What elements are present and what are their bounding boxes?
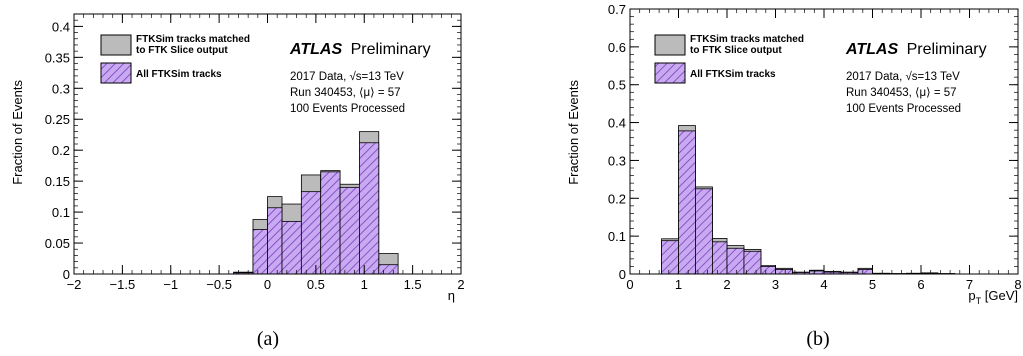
x-tick-label: 0.5 (307, 277, 325, 292)
legend-label-all: All FTKSim tracks (136, 69, 222, 80)
x-tick-label: 7 (966, 277, 973, 292)
x-tick-label: 8 (1014, 277, 1021, 292)
atlas-label-a: ATLAS Preliminary (289, 41, 431, 58)
legend-swatch-all (655, 63, 685, 83)
legend-swatch-matched (655, 35, 685, 55)
bar-matched-4 (727, 248, 744, 274)
bar-matched-12 (858, 269, 873, 274)
x-tick-label: 2 (457, 277, 464, 292)
info-line-2: Run 340453, ⟨μ⟩ = 57 (846, 86, 957, 99)
y-tick-label: 0.4 (608, 116, 626, 131)
bar-matched-7 (776, 269, 793, 274)
histogram-bars-b (662, 126, 955, 274)
x-tick-label: −1 (163, 277, 178, 292)
y-tick-label: 0 (619, 267, 626, 282)
y-tick-label: 0.1 (608, 229, 626, 244)
bar-matched-3 (712, 242, 727, 274)
preliminary-text: Preliminary (907, 41, 987, 58)
bar-matched-3 (282, 221, 301, 274)
x-tick-label: 5 (869, 277, 876, 292)
bar-matched-0 (662, 241, 679, 274)
x-tick-label: 6 (917, 277, 924, 292)
x-tick-label: −0.5 (206, 277, 232, 292)
y-tick-label: 0.4 (52, 19, 70, 34)
y-tick-label: 0.35 (45, 50, 70, 65)
bar-matched-4 (301, 192, 320, 274)
bar-matched-1 (679, 131, 696, 274)
y-tick-label: 0.2 (608, 191, 626, 206)
atlas-text: ATLAS (289, 41, 342, 58)
atlas-text: ATLAS (845, 41, 898, 58)
y-tick-label: 0.15 (45, 174, 70, 189)
x-tick-label: 4 (820, 277, 827, 292)
y-tick-label: 0.5 (608, 78, 626, 93)
info-line-2: Run 340453, ⟨μ⟩ = 57 (290, 86, 401, 99)
histogram-bars-a (234, 132, 398, 274)
info-line-3: 100 Events Processed (846, 103, 961, 115)
x-tick-label: 1 (361, 277, 368, 292)
y-tick-label: 0.2 (52, 143, 70, 158)
y-tick-label: 0.3 (608, 153, 626, 168)
legend-label-matched-line1: FTKSim tracks matched (136, 34, 250, 45)
info-line-1: 2017 Data, √s=13 TeV (290, 70, 404, 83)
legend-label-matched-line2: to FTK Slice output (690, 45, 782, 56)
y-axis-title: Fraction of Events (10, 80, 25, 185)
y-tick-label: 0.1 (52, 205, 70, 220)
legend-label-matched-line2: to FTK Slice output (136, 45, 228, 56)
y-axis-title: Fraction of Events (566, 80, 581, 185)
y-tick-label: 0.05 (45, 236, 70, 251)
preliminary-text: Preliminary (351, 41, 431, 58)
y-tick-label: 0 (63, 267, 70, 282)
legend-a: FTKSim tracks matched to FTK Slice outpu… (101, 34, 250, 83)
x-axis-title: η (448, 288, 455, 303)
y-tick-label: 0.3 (52, 81, 70, 96)
bar-matched-7 (359, 143, 378, 274)
x-tick-label: 3 (772, 277, 779, 292)
x-tick-label: 0 (626, 277, 633, 292)
y-tick-label: 0.6 (608, 40, 626, 55)
bar-matched-8 (379, 265, 398, 274)
y-tick-label: 0.25 (45, 112, 70, 127)
bar-matched-2 (695, 189, 712, 274)
info-line-1: 2017 Data, √s=13 TeV (846, 70, 960, 83)
info-line-3: 100 Events Processed (290, 103, 405, 115)
panel-a: Fraction of Events η −2 −1.5 −1 −0.5 0 0.5 1 1.… (10, 14, 465, 350)
legend-label-all: All FTKSim tracks (690, 69, 776, 80)
panel-b: Fraction of Events pT [GeV] 0 1 2 3 4 5 6 7 8 0 0.… (566, 2, 1022, 350)
atlas-label-b: ATLAS Preliminary (845, 41, 987, 58)
caption-b: (b) (806, 328, 829, 350)
bar-matched-1 (253, 229, 268, 274)
y-tick-label: 0.7 (608, 2, 626, 17)
bar-matched-6 (761, 266, 776, 274)
legend-swatch-all (101, 63, 131, 83)
bar-matched-5 (321, 172, 340, 274)
legend-swatch-matched (101, 35, 131, 55)
legend-b: FTKSim tracks matched to FTK Slice outpu… (655, 34, 804, 83)
x-tick-label: −1.5 (110, 277, 136, 292)
pt-unit: [GeV] (981, 288, 1018, 303)
bar-matched-6 (340, 187, 359, 274)
x-tick-label: 0 (264, 277, 271, 292)
bar-matched-2 (268, 208, 283, 274)
x-axis-title: pT [GeV] (968, 288, 1018, 306)
x-tick-label: 1.5 (404, 277, 422, 292)
legend-label-matched-line1: FTKSim tracks matched (690, 34, 804, 45)
caption-a: (a) (257, 328, 279, 350)
x-tick-label: 1 (675, 277, 682, 292)
x-tick-label: 2 (723, 277, 730, 292)
